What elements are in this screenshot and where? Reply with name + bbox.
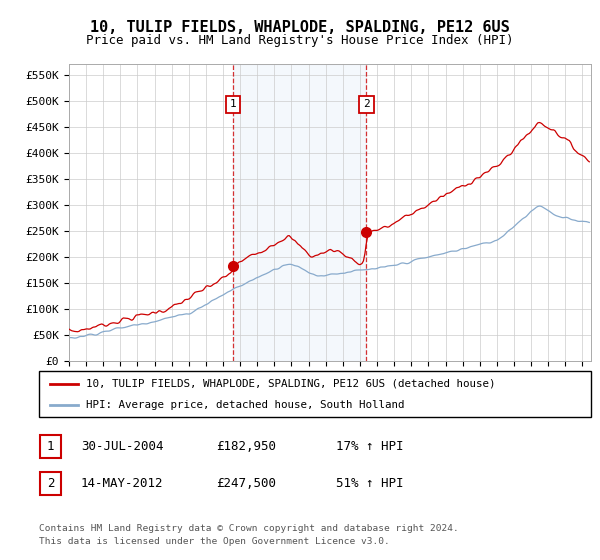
- Text: 14-MAY-2012: 14-MAY-2012: [81, 477, 163, 490]
- Text: £247,500: £247,500: [216, 477, 276, 490]
- Text: 51% ↑ HPI: 51% ↑ HPI: [336, 477, 404, 490]
- Text: 10, TULIP FIELDS, WHAPLODE, SPALDING, PE12 6US: 10, TULIP FIELDS, WHAPLODE, SPALDING, PE…: [90, 20, 510, 35]
- Text: 1: 1: [47, 440, 54, 453]
- Text: 10, TULIP FIELDS, WHAPLODE, SPALDING, PE12 6US (detached house): 10, TULIP FIELDS, WHAPLODE, SPALDING, PE…: [86, 379, 496, 389]
- Text: 1: 1: [230, 100, 236, 109]
- Text: 30-JUL-2004: 30-JUL-2004: [81, 440, 163, 453]
- Text: 2: 2: [47, 477, 54, 490]
- Text: Price paid vs. HM Land Registry's House Price Index (HPI): Price paid vs. HM Land Registry's House …: [86, 34, 514, 46]
- Text: £182,950: £182,950: [216, 440, 276, 453]
- Text: 2: 2: [363, 100, 370, 109]
- Text: 17% ↑ HPI: 17% ↑ HPI: [336, 440, 404, 453]
- Text: Contains HM Land Registry data © Crown copyright and database right 2024.
This d: Contains HM Land Registry data © Crown c…: [39, 524, 459, 545]
- Bar: [233, 64, 366, 361]
- Bar: [40, 435, 61, 458]
- Text: HPI: Average price, detached house, South Holland: HPI: Average price, detached house, Sout…: [86, 400, 404, 410]
- Bar: [40, 472, 61, 495]
